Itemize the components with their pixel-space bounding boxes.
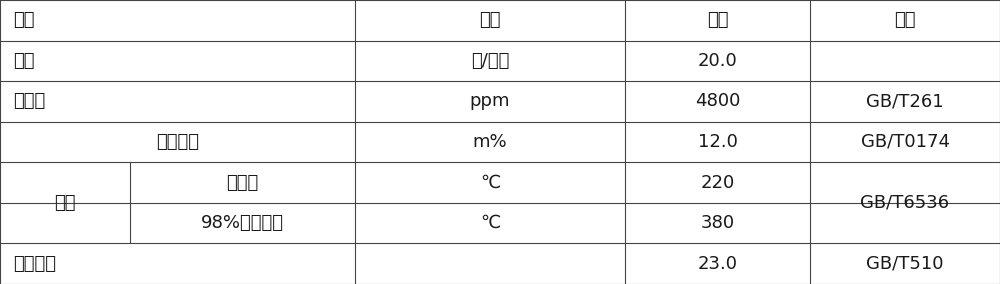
Text: ℃: ℃ xyxy=(480,174,500,192)
Text: 20.0: 20.0 xyxy=(698,52,737,70)
Text: GB/T0174: GB/T0174 xyxy=(860,133,950,151)
Text: 硫含量: 硫含量 xyxy=(13,92,45,110)
Text: 吨/小时: 吨/小时 xyxy=(471,52,509,70)
Text: 馏程: 馏程 xyxy=(54,194,76,212)
Text: ppm: ppm xyxy=(470,92,510,110)
Text: 初馏点: 初馏点 xyxy=(226,174,259,192)
Text: m%: m% xyxy=(473,133,507,151)
Text: 220: 220 xyxy=(700,174,735,192)
Text: 单位: 单位 xyxy=(479,11,501,29)
Text: 项目: 项目 xyxy=(13,11,34,29)
Text: 23.0: 23.0 xyxy=(698,255,738,273)
Text: 数值: 数值 xyxy=(707,11,728,29)
Text: 流量: 流量 xyxy=(13,52,34,70)
Text: 98%馏出温度: 98%馏出温度 xyxy=(201,214,284,232)
Text: GB/T6536: GB/T6536 xyxy=(860,194,950,212)
Text: 380: 380 xyxy=(700,214,735,232)
Text: ℃: ℃ xyxy=(480,214,500,232)
Text: 十六烷值: 十六烷值 xyxy=(13,255,56,273)
Text: 芳烃含量: 芳烃含量 xyxy=(156,133,199,151)
Text: 4800: 4800 xyxy=(695,92,740,110)
Text: 12.0: 12.0 xyxy=(698,133,737,151)
Text: GB/T261: GB/T261 xyxy=(866,92,944,110)
Text: 方法: 方法 xyxy=(894,11,916,29)
Text: GB/T510: GB/T510 xyxy=(866,255,944,273)
